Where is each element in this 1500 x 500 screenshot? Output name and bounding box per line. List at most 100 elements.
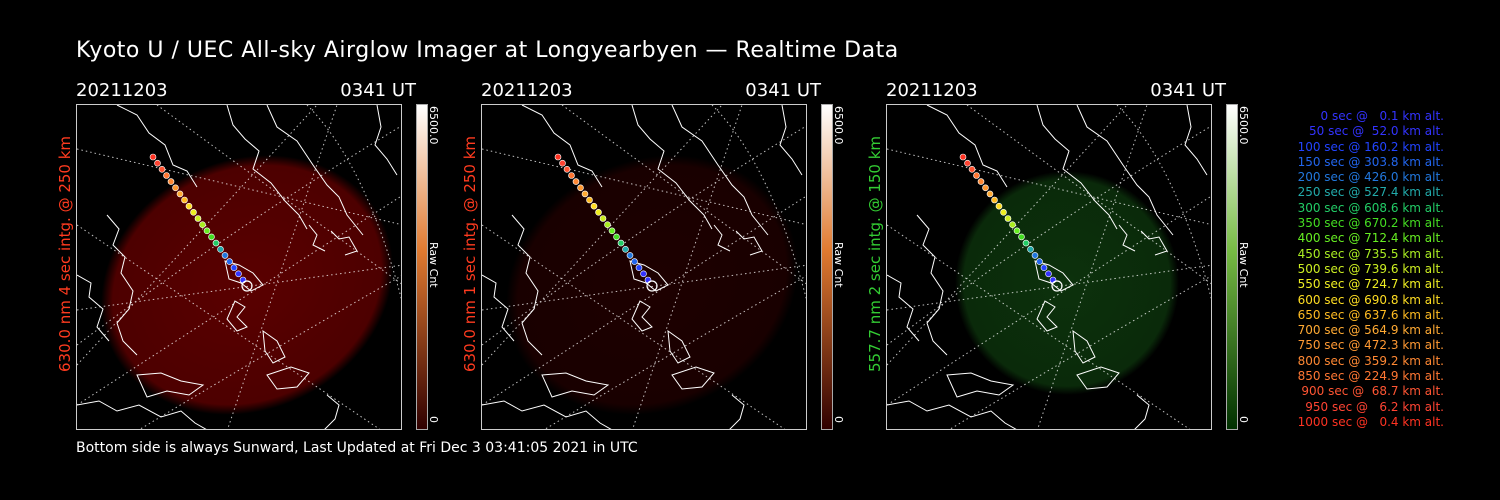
panel-time: 0341 UT — [340, 80, 416, 101]
trajectory-point — [977, 178, 985, 185]
legend-row: 800 sec @ 359.2 km alt. — [1297, 353, 1444, 368]
colorbar-unit-label: Raw Cnt — [832, 242, 845, 288]
colorbar-max-label: 6500.0 — [1237, 106, 1250, 145]
trajectory-point — [590, 202, 598, 210]
panel-date: 20211203 — [481, 80, 573, 101]
legend-row: 450 sec @ 735.5 km alt. — [1297, 246, 1444, 261]
legend-row: 400 sec @ 712.4 km alt. — [1297, 231, 1444, 246]
trajectory-point — [149, 153, 157, 161]
allsky-map-svg — [482, 105, 806, 429]
colorbar — [821, 104, 833, 430]
trajectory-point — [581, 190, 589, 198]
trajectory-point — [959, 153, 967, 161]
map-graticule — [482, 105, 806, 429]
legend-row: 350 sec @ 670.2 km alt. — [1297, 216, 1444, 231]
trajectory-point — [613, 233, 620, 241]
panel-630nm-1sec: 20211203 0341 UT 630.0 nm 1 sec intg. @ … — [461, 80, 881, 440]
airglow-field — [955, 171, 1179, 395]
trajectory-point — [1018, 233, 1025, 241]
allsky-map-svg — [887, 105, 1211, 429]
legend-row: 700 sec @ 564.9 km alt. — [1297, 323, 1444, 338]
trajectory-point — [1040, 264, 1048, 271]
trajectory-point — [586, 196, 593, 204]
colorbar-min-label: 0 — [427, 416, 440, 423]
footer-note: Bottom side is always Sunward, Last Upda… — [76, 440, 638, 456]
legend-row: 300 sec @ 608.6 km alt. — [1297, 200, 1444, 215]
trajectory-point — [1027, 246, 1034, 253]
rocket-trajectory — [554, 153, 658, 292]
trajectory-point — [631, 258, 638, 265]
colorbar-max-label: 6500.0 — [427, 106, 440, 145]
trajectory-point — [1000, 209, 1007, 216]
legend-row: 950 sec @ 6.2 km alt. — [1305, 399, 1444, 414]
trajectory-point — [982, 184, 989, 192]
panel-ylabel: 557.7 nm 2 sec intg. @ 150 km — [866, 135, 884, 372]
trajectory-point — [554, 153, 562, 161]
trajectory-point — [563, 166, 571, 173]
trajectory-point — [635, 264, 643, 271]
map-coastlines — [887, 105, 1208, 429]
trajectory-point — [617, 239, 625, 247]
trajectory-point — [572, 178, 580, 185]
colorbar-unit-label: Raw Cnt — [427, 242, 440, 288]
trajectory-point — [991, 196, 998, 204]
trajectory-point — [185, 202, 193, 210]
panel-557nm-2sec: 20211203 0341 UT 557.7 nm 2 sec intg. @ … — [866, 80, 1286, 440]
legend-row: 0 sec @ 0.1 km alt. — [1320, 109, 1445, 123]
trajectory-point — [194, 215, 202, 222]
trajectory-point — [1031, 252, 1039, 259]
panel-date: 20211203 — [886, 80, 978, 101]
page-title: Kyoto U / UEC All-sky Airglow Imager at … — [76, 38, 899, 63]
trajectory-point — [1013, 227, 1021, 235]
trajectory-point — [221, 252, 229, 259]
launch-site-marker — [1051, 280, 1063, 292]
legend-row: 250 sec @ 527.4 km alt. — [1297, 185, 1444, 200]
trajectory-point — [226, 258, 233, 265]
trajectory-point — [230, 264, 238, 271]
trajectory-point — [167, 178, 175, 185]
trajectory-point — [568, 172, 575, 179]
trajectory-point — [640, 270, 647, 278]
trajectory-point — [608, 227, 616, 235]
trajectory-point — [1009, 221, 1016, 228]
launch-site-marker — [646, 280, 658, 292]
legend-row: 550 sec @ 724.7 km alt. — [1297, 277, 1444, 292]
trajectory-point — [986, 190, 994, 198]
legend-row: 900 sec @ 68.7 km alt. — [1301, 384, 1444, 399]
colorbar — [416, 104, 428, 430]
legend-row: 50 sec @ 52.0 km alt. — [1309, 124, 1444, 139]
legend-row: 650 sec @ 637.6 km alt. — [1297, 307, 1444, 322]
legend-row: 200 sec @ 426.0 km alt. — [1297, 170, 1444, 185]
panel-time: 0341 UT — [745, 80, 821, 101]
trajectory-point — [203, 227, 211, 235]
colorbar-min-label: 0 — [1237, 416, 1250, 423]
trajectory-point — [199, 221, 206, 228]
trajectory-point — [163, 172, 170, 179]
trajectory-point — [577, 184, 584, 192]
trajectory-point — [158, 166, 166, 173]
trajectory-point — [559, 159, 566, 167]
legend-row: 150 sec @ 303.8 km alt. — [1297, 154, 1444, 169]
panel-ylabel: 630.0 nm 1 sec intg. @ 250 km — [461, 135, 479, 372]
trajectory-point — [626, 252, 634, 259]
allsky-image — [76, 104, 402, 430]
trajectory-point — [995, 202, 1003, 210]
trajectory-point — [599, 215, 607, 222]
trajectory-point — [181, 196, 188, 204]
colorbar-unit-label: Raw Cnt — [1237, 242, 1250, 288]
allsky-map-svg — [77, 105, 401, 429]
trajectory-point — [154, 159, 161, 167]
trajectory-legend: 0 sec @ 0.1 km alt. 50 sec @ 52.0 km alt… — [1262, 109, 1444, 430]
trajectory-point — [595, 209, 602, 216]
rocket-trajectory — [959, 153, 1063, 292]
airglow-field — [101, 155, 393, 415]
colorbar-max-label: 6500.0 — [832, 106, 845, 145]
launch-site-marker — [241, 280, 253, 292]
trajectory-point — [964, 159, 971, 167]
allsky-image — [886, 104, 1212, 430]
legend-row: 1000 sec @ 0.4 km alt. — [1297, 414, 1444, 429]
panel-630nm-4sec: 20211203 0341 UT 630.0 nm 4 sec intg. @ … — [56, 80, 476, 440]
trajectory-point — [176, 190, 184, 198]
map-graticule — [887, 105, 1211, 429]
colorbar — [1226, 104, 1238, 430]
